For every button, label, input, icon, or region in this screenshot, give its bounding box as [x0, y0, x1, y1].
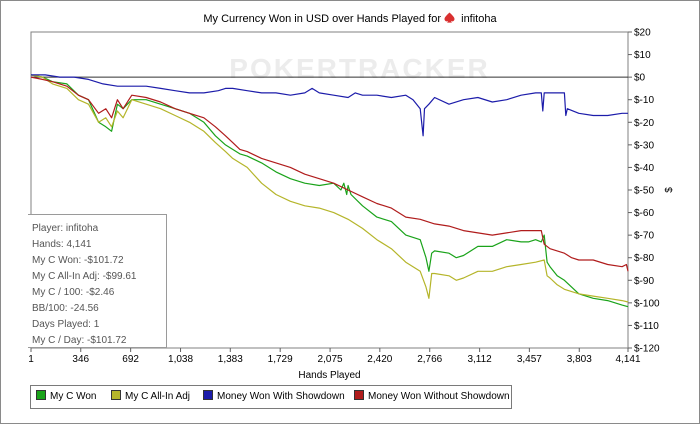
legend-swatch [111, 390, 121, 400]
x-tick-label: 1,383 [218, 354, 243, 365]
stat-won: My C Won: -$101.72 [32, 255, 124, 266]
chart-plot: POKERTRACKER $20 $10 $0 $-10 $-20 $-30 $-40 $-5… [28, 28, 675, 382]
y-tick-label: $-120 [634, 344, 660, 355]
series-line-money-won-without-showdown [30, 76, 629, 272]
legend-label: My C Won [50, 391, 97, 402]
stat-allin-adj: My C All-In Adj: -$99.61 [32, 271, 137, 282]
x-axis-label: Hands Played [298, 370, 360, 381]
x-tick-label: 1,729 [268, 354, 293, 365]
series-line-my-c-all-in-adj [30, 74, 629, 303]
series-line-money-won-with-showdown [31, 74, 628, 137]
stat-player: Player: infitoha [32, 223, 99, 234]
x-tick-label: 4,141 [615, 354, 640, 365]
x-tick-label: 2,420 [367, 354, 392, 365]
y-tick-label: $-70 [634, 231, 654, 242]
legend-item-all-in-adj[interactable]: My C All-In Adj [111, 390, 190, 402]
y-axis-label: $ [664, 187, 675, 193]
legend-label: Money Won With Showdown [217, 391, 345, 402]
chart-title: My Currency Won in USD over Hands Played… [0, 12, 700, 25]
legend-label: My C All-In Adj [125, 391, 191, 402]
x-tick-label: 3,457 [517, 354, 542, 365]
y-tick-label: $-20 [634, 118, 654, 129]
player-stats-box: Player: infitoha Hands: 4,141 My C Won: … [28, 214, 167, 348]
y-tick-label: $20 [634, 28, 651, 39]
x-tick-label: 346 [72, 354, 89, 365]
x-tick-label: 3,112 [467, 354, 492, 365]
legend-item-my-c-won[interactable]: My C Won [36, 390, 97, 402]
legend-swatch [36, 390, 46, 400]
y-tick-label: $-60 [634, 208, 654, 219]
y-tick-label: $10 [634, 50, 651, 61]
pokertracker-logo-icon [444, 12, 455, 23]
y-tick-label: $-30 [634, 140, 654, 151]
x-tick-label: 1,038 [168, 354, 193, 365]
legend-item-with-showdown[interactable]: Money Won With Showdown [203, 390, 345, 402]
y-tick-label: $-50 [634, 186, 654, 197]
y-tick-label: $0 [634, 73, 646, 84]
chart-legend: My C Won My C All-In Adj Money Won With … [30, 385, 512, 409]
stat-days-played: Days Played: 1 [32, 319, 100, 330]
stat-per-100: My C / 100: -$2.46 [32, 287, 115, 298]
legend-swatch [354, 390, 364, 400]
y-tick-label: $-110 [634, 321, 659, 332]
y-tick-label: $-10 [634, 95, 654, 106]
stat-bb-100: BB/100: -24.56 [32, 303, 99, 314]
watermark: POKERTRACKER [229, 53, 489, 84]
chart-title-player: infitoha [461, 13, 497, 25]
legend-swatch [203, 390, 213, 400]
legend-label: Money Won Without Showdown [368, 391, 510, 402]
x-tick-label: 1 [28, 354, 34, 365]
y-tick-label: $-80 [634, 253, 654, 264]
x-tick-label: 3,803 [567, 354, 592, 365]
stat-hands: Hands: 4,141 [32, 239, 92, 250]
x-tick-label: 692 [122, 354, 139, 365]
x-tick-label: 2,766 [417, 354, 442, 365]
y-tick-label: $-100 [634, 298, 660, 309]
chart-title-text: My Currency Won in USD over Hands Played… [203, 13, 441, 25]
y-tick-label: $-90 [634, 276, 654, 287]
legend-item-without-showdown[interactable]: Money Won Without Showdown [354, 390, 510, 402]
stat-per-day: My C / Day: -$101.72 [32, 335, 127, 346]
x-tick-label: 2,075 [318, 354, 343, 365]
y-tick-label: $-40 [634, 163, 654, 174]
